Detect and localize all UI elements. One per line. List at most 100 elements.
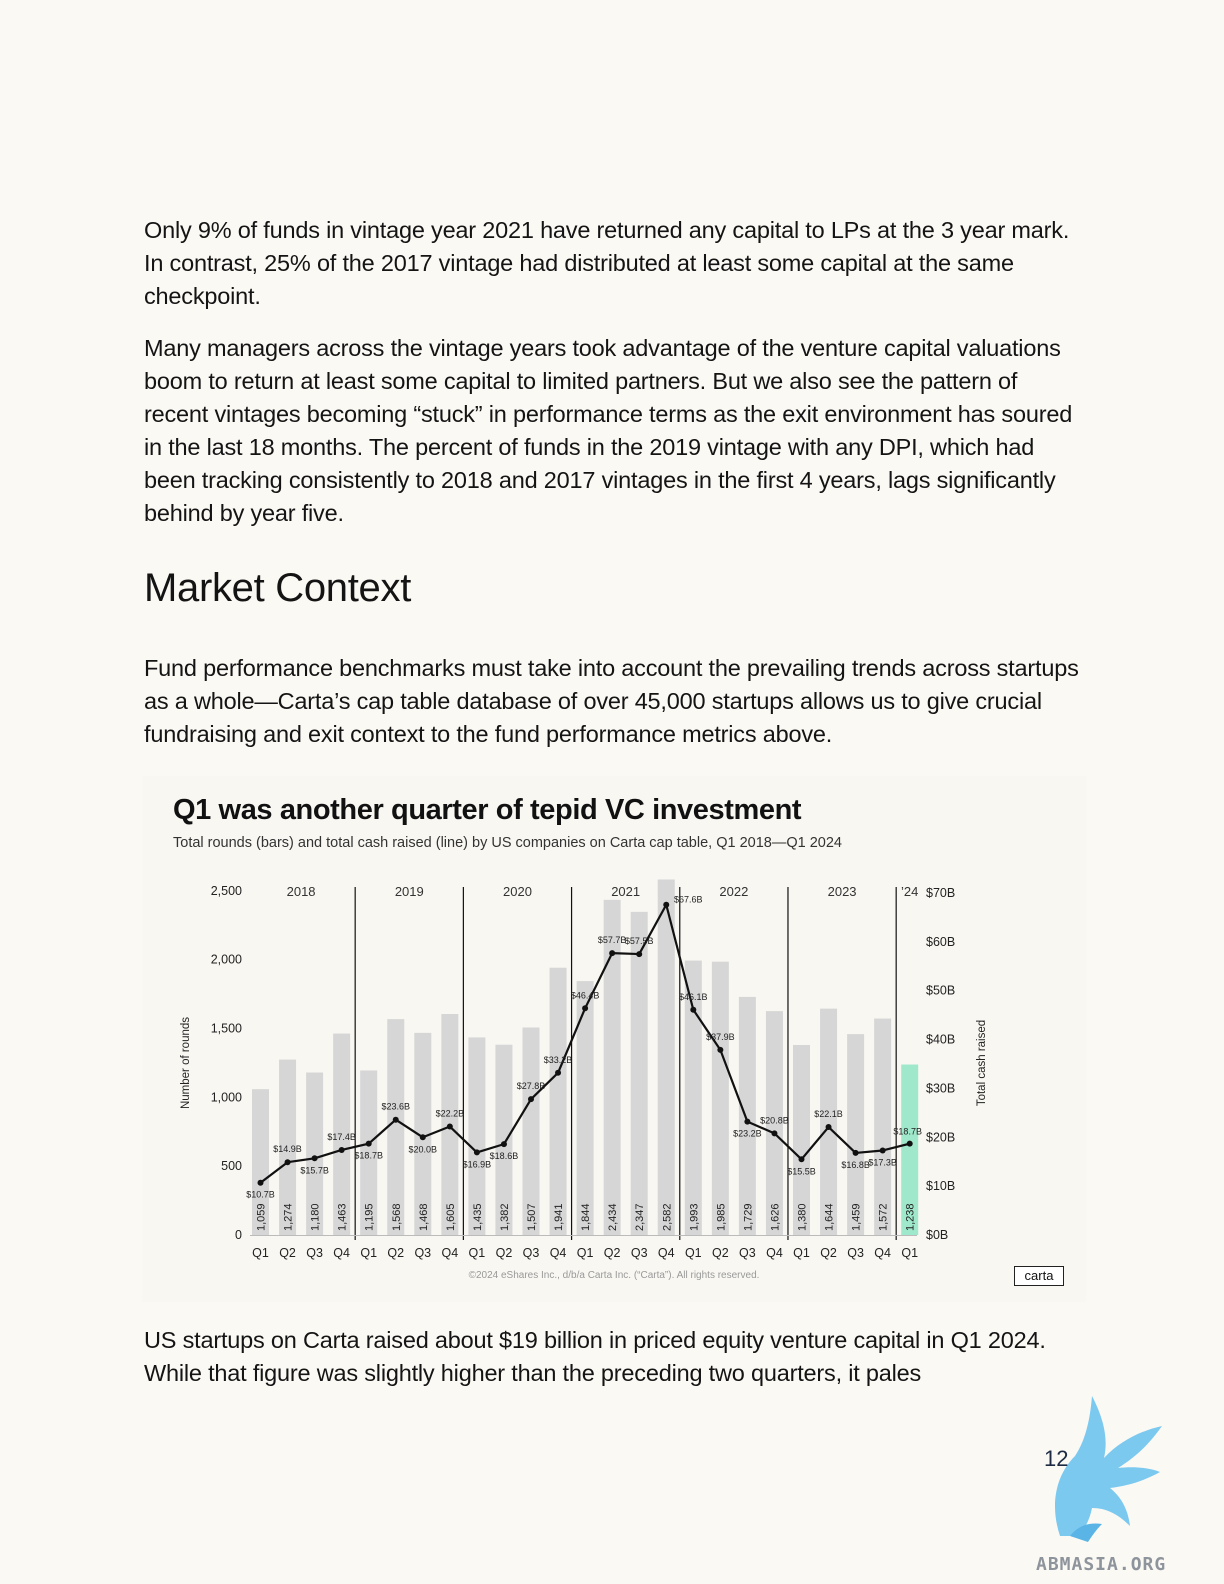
x-tick-label: Q3: [523, 1246, 540, 1260]
line-point: [365, 1140, 372, 1147]
bar: [387, 1019, 405, 1235]
year-label: 2021: [611, 884, 640, 899]
paragraph-q1-2024: US startups on Carta raised about $19 bi…: [144, 1327, 1046, 1386]
chart-title: Q1 was another quarter of tepid VC inves…: [173, 794, 802, 826]
line-value-label: $20.0B: [409, 1144, 438, 1154]
bar: [522, 1027, 540, 1235]
x-tick-label: Q2: [387, 1246, 404, 1260]
bar-value-label: 1,459: [851, 1203, 863, 1231]
bar-value-label: 1,644: [824, 1203, 836, 1231]
bar: [360, 1070, 378, 1235]
bar: [657, 879, 675, 1235]
line-value-label: $10.7B: [246, 1190, 275, 1200]
bar: [414, 1032, 432, 1235]
line-point: [392, 1116, 399, 1123]
carta-logo: carta: [1014, 1266, 1064, 1286]
line-point: [257, 1179, 264, 1186]
x-tick-label: Q4: [766, 1246, 783, 1260]
bar-value-label: 1,507: [526, 1203, 538, 1231]
y2-axis-label: Total cash raised: [976, 1020, 988, 1106]
x-tick-label: Q2: [712, 1246, 729, 1260]
x-tick-label: Q3: [631, 1246, 648, 1260]
bar: [333, 1033, 351, 1235]
line-point: [906, 1140, 913, 1147]
line-point: [446, 1123, 453, 1130]
bar: [549, 967, 567, 1235]
bar-value-label: 1,463: [337, 1203, 349, 1231]
line-point: [852, 1149, 859, 1156]
bar-value-label: 1,572: [878, 1203, 890, 1231]
line-point: [663, 901, 670, 908]
x-tick-label: Q2: [604, 1246, 621, 1260]
line-point: [473, 1149, 480, 1156]
line-value-label: $16.8B: [841, 1160, 870, 1170]
line-point: [825, 1124, 832, 1131]
line-point: [284, 1159, 291, 1166]
bar: [711, 961, 729, 1235]
chart-subtitle: Total rounds (bars) and total cash raise…: [173, 835, 842, 851]
bar: [576, 981, 594, 1235]
x-tick-label: Q4: [442, 1246, 459, 1260]
bar-value-label: 2,582: [661, 1203, 673, 1231]
line-value-label: $17.3B: [868, 1157, 897, 1167]
line-point: [311, 1155, 318, 1162]
line-value-label: $18.7B: [893, 1127, 922, 1137]
chart-copyright: ©2024 eShares Inc., d/b/a Carta Inc. (“C…: [468, 1270, 760, 1281]
line-point: [690, 1006, 697, 1013]
line-value-label: $37.9B: [706, 1032, 735, 1042]
bar: [765, 1011, 783, 1235]
x-tick-label: Q1: [793, 1246, 810, 1260]
bar: [684, 960, 702, 1235]
y-tick-label: 1,000: [211, 1090, 242, 1104]
y2-tick-label: $50B: [926, 984, 955, 998]
line-value-label: $27.8B: [517, 1081, 546, 1091]
line-point: [609, 950, 616, 957]
line-point: [500, 1141, 507, 1148]
bar-value-label: 1,605: [445, 1203, 457, 1231]
year-label: 2023: [828, 884, 857, 899]
section-heading: Market Context: [144, 566, 412, 610]
bar: [793, 1044, 810, 1235]
line-value-label: $20.8B: [760, 1115, 789, 1125]
x-tick-label: Q1: [577, 1246, 594, 1260]
y2-tick-label: $70B: [926, 886, 955, 900]
line-value-label: $22.2B: [436, 1109, 465, 1119]
bar-value-label: 1,468: [418, 1203, 430, 1231]
bar-value-label: 1,729: [742, 1203, 754, 1231]
y-tick-label: 2,000: [211, 953, 242, 967]
line-value-label: $57.7B: [598, 935, 627, 945]
line-value-label: $22.1B: [814, 1109, 843, 1119]
x-tick-label: Q4: [874, 1246, 891, 1260]
year-label: 2022: [719, 884, 748, 899]
line-point: [879, 1147, 886, 1154]
bird-logo-icon: [1055, 1396, 1162, 1542]
bar-value-label: 1,380: [797, 1203, 809, 1231]
line-value-label: $46.1B: [679, 992, 708, 1002]
line-point: [771, 1130, 778, 1137]
y-tick-label: 1,500: [211, 1021, 242, 1035]
x-tick-label: Q3: [739, 1246, 756, 1260]
x-tick-label: Q3: [847, 1246, 864, 1260]
y-tick-label: 0: [235, 1228, 242, 1242]
bar: [820, 1008, 838, 1235]
bar: [279, 1059, 297, 1235]
line-point: [338, 1146, 345, 1153]
chart-card: Q1 was another quarter of tepid VC inves…: [142, 776, 1086, 1302]
bar: [874, 1018, 892, 1235]
bar-value-label: 1,195: [364, 1203, 376, 1231]
bar-value-label: 2,434: [607, 1203, 619, 1231]
x-tick-label: Q2: [496, 1246, 513, 1260]
line-value-label: $16.9B: [463, 1159, 492, 1169]
x-tick-label: Q1: [901, 1246, 918, 1260]
line-point: [636, 951, 643, 958]
x-tick-label: Q2: [279, 1246, 296, 1260]
x-tick-label: Q1: [685, 1246, 702, 1260]
x-tick-label: Q4: [550, 1246, 567, 1260]
line-value-label: $67.6B: [674, 895, 703, 905]
bar: [630, 911, 648, 1235]
page-number: 12: [1044, 1446, 1069, 1471]
bar-value-label: 1,985: [715, 1203, 727, 1231]
bar-value-label: 1,382: [499, 1203, 511, 1231]
bar: [847, 1034, 865, 1235]
line-value-label: $57.5B: [625, 936, 654, 946]
